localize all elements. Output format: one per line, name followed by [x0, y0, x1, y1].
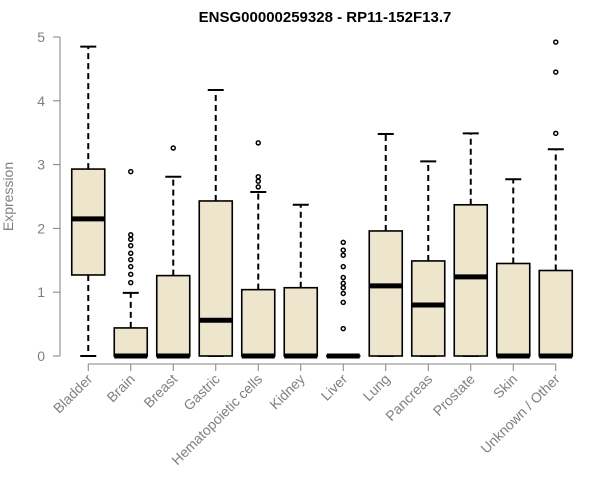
y-tick-label: 5: [37, 29, 45, 45]
box-11: [538, 39, 574, 359]
outlier-point: [255, 173, 261, 180]
box-5: [283, 203, 319, 359]
x-tick-label: Prostate: [430, 371, 478, 419]
y-tick-label: 4: [37, 93, 45, 109]
y-axis: 0 1 2 3 4 5: [37, 29, 61, 364]
y-tick-label: 1: [37, 284, 45, 300]
outlier-point: [255, 140, 261, 146]
box-0: [70, 45, 106, 357]
box-iqr: [240, 288, 276, 357]
outlier-point: [340, 290, 346, 297]
x-tick-label: Lung: [360, 371, 393, 404]
outlier-point: [553, 69, 559, 75]
box-iqr: [538, 269, 574, 357]
outlier-point: [128, 279, 134, 286]
x-tick-label: Unknown / Other: [477, 371, 563, 457]
box-iqr: [155, 274, 191, 357]
outlier-point: [340, 299, 346, 306]
boxes-group: [70, 39, 574, 359]
y-tick-label: 3: [37, 157, 45, 173]
box-iqr: [198, 200, 234, 357]
chart-title: ENSG00000259328 - RP11-152F13.7: [199, 9, 452, 26]
box-iqr: [368, 230, 404, 357]
outlier-point: [340, 247, 346, 253]
outlier-point: [340, 284, 346, 291]
outlier-point: [128, 232, 134, 238]
box-6: [325, 239, 361, 359]
box-iqr: [453, 203, 489, 357]
x-tick-label: Liver: [318, 371, 351, 404]
box-10: [495, 178, 531, 359]
box-1: [113, 168, 149, 359]
box-iqr: [113, 327, 149, 357]
box-iqr: [70, 168, 106, 276]
outlier-point: [340, 325, 346, 332]
x-tick-label: Bladder: [50, 371, 96, 417]
outlier-point: [340, 263, 346, 270]
box-4: [240, 140, 276, 359]
x-tick-label: Pancreas: [382, 371, 435, 424]
outlier-point: [340, 274, 346, 281]
box-2: [155, 145, 191, 359]
outlier-point: [340, 239, 346, 246]
outlier-point: [128, 242, 134, 249]
x-tick-label: Kidney: [266, 371, 308, 413]
outlier-point: [128, 168, 134, 175]
box-iqr: [495, 262, 531, 357]
box-9: [453, 132, 489, 357]
y-axis-label: Expression: [0, 162, 16, 231]
box-3: [198, 88, 234, 357]
y-tick-label: 0: [37, 348, 45, 364]
y-tick-label: 2: [37, 220, 45, 236]
box-7: [368, 132, 404, 357]
outlier-point: [128, 250, 134, 257]
box-8: [410, 160, 446, 357]
outlier-point: [255, 178, 261, 184]
x-tick-label: Brain: [103, 371, 137, 405]
outlier-point: [340, 280, 346, 287]
outlier-point: [128, 263, 134, 270]
outlier-point: [340, 252, 346, 258]
outlier-point: [255, 184, 261, 190]
box-iqr: [410, 260, 446, 357]
outlier-point: [128, 256, 134, 263]
outlier-point: [128, 271, 134, 278]
outlier-point: [128, 236, 134, 242]
outlier-point: [553, 39, 559, 45]
outlier-point: [170, 145, 176, 151]
x-tick-label: Skin: [490, 371, 521, 402]
box-iqr: [283, 286, 319, 357]
outlier-point: [553, 130, 559, 137]
x-tick-label: Breast: [140, 371, 180, 411]
